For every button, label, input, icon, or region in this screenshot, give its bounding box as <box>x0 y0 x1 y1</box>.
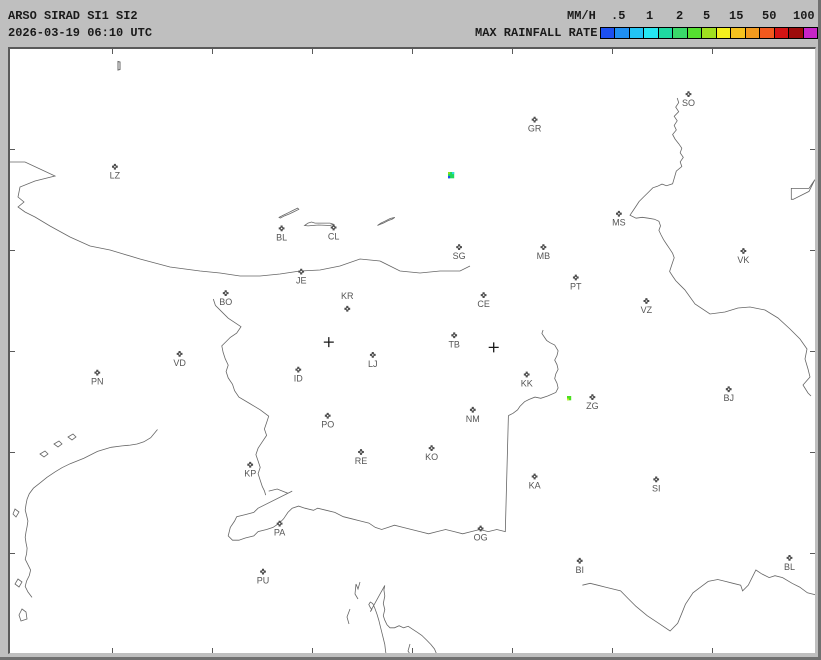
svg-text:MB: MB <box>537 251 551 261</box>
svg-text:ID: ID <box>294 374 304 384</box>
svg-text:PO: PO <box>321 420 334 430</box>
svg-text:BL: BL <box>276 232 287 242</box>
svg-text:GR: GR <box>528 124 542 134</box>
svg-text:BL: BL <box>784 562 795 572</box>
svg-text:VK: VK <box>737 255 749 265</box>
svg-text:PT: PT <box>570 282 582 292</box>
svg-text:PN: PN <box>91 377 104 387</box>
svg-text:KP: KP <box>244 469 256 479</box>
svg-text:SI: SI <box>652 483 661 493</box>
svg-text:OG: OG <box>474 533 488 543</box>
svg-text:KO: KO <box>425 452 438 462</box>
svg-text:BJ: BJ <box>723 393 734 403</box>
svg-text:ZG: ZG <box>586 401 599 411</box>
svg-text:PU: PU <box>257 576 270 586</box>
svg-text:CL: CL <box>328 232 340 242</box>
svg-text:KK: KK <box>521 379 533 389</box>
svg-text:NM: NM <box>466 414 480 424</box>
svg-text:LZ: LZ <box>110 171 121 181</box>
svg-text:JE: JE <box>296 276 307 286</box>
svg-text:PA: PA <box>274 528 285 538</box>
svg-text:LJ: LJ <box>368 359 378 369</box>
svg-text:BO: BO <box>219 297 232 307</box>
svg-text:MS: MS <box>612 218 626 228</box>
svg-text:BI: BI <box>575 565 584 575</box>
svg-text:VZ: VZ <box>641 305 653 315</box>
svg-text:CE: CE <box>477 299 490 309</box>
svg-text:SG: SG <box>453 251 466 261</box>
svg-text:KA: KA <box>529 481 541 491</box>
svg-text:RE: RE <box>355 456 368 466</box>
svg-text:SO: SO <box>682 98 695 108</box>
svg-text:VD: VD <box>173 358 186 368</box>
svg-text:KR: KR <box>341 291 354 301</box>
svg-text:TB: TB <box>448 339 460 349</box>
